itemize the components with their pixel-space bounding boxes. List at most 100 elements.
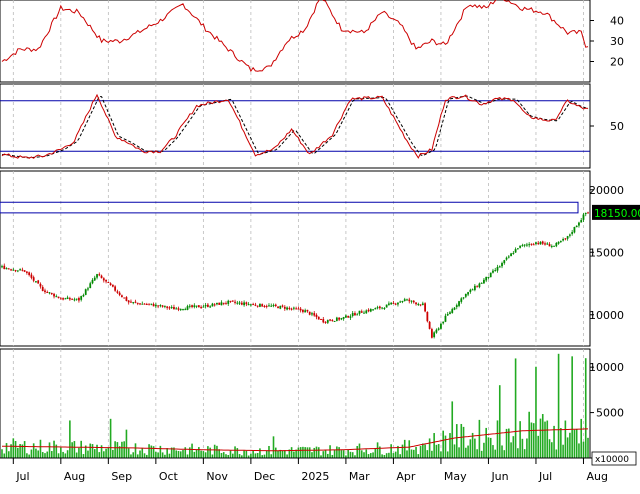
candle-body [401,301,404,303]
volume-bar [75,452,78,458]
volume-bar [127,448,130,458]
candle-body [394,303,397,305]
candle-body [116,291,119,293]
x-tick-label: Jun [490,470,508,483]
candle-body [363,312,365,314]
volume-bar [311,452,313,458]
y-tick-label-rsi: 20 [610,56,624,69]
candle-body [286,307,288,310]
candle-body [71,298,74,300]
volume-bar [566,437,569,458]
volume-bar [116,442,119,458]
volume-bar [227,454,230,458]
volume-bar [284,450,286,458]
volume-bar [390,444,392,458]
volume-bar [123,441,125,458]
volume-bar [535,366,537,458]
candle-body [498,266,501,268]
candle-body [516,248,519,250]
candle-body [311,313,313,315]
candle-body [66,297,69,299]
volume-bar [32,443,35,458]
volume-bar [306,447,309,458]
volume-bar [304,447,306,458]
volume-ma-line [2,428,588,452]
candle-body [399,301,402,303]
volume-bar [252,450,254,458]
candle-body [378,306,381,309]
candle-body [111,284,114,287]
candle-body [451,309,454,313]
candle-body [114,286,117,291]
candle-body [292,307,295,309]
candle-body [270,305,273,307]
volume-bar [354,455,356,458]
candle-body [157,305,160,307]
candle-body [127,300,130,303]
volume-bar [202,451,205,458]
volume-bar [279,449,282,458]
candle-body [152,304,155,307]
candle-body [46,291,49,293]
volume-bar [541,414,544,458]
panel-frame-volume [0,348,591,459]
y-tick-label-rsi: 40 [610,15,624,28]
candle-body [263,306,266,308]
volume-bar [494,449,497,458]
candle-body [98,274,101,276]
volume-bar [288,449,291,458]
candle-body [213,304,216,306]
y-tick-label-price: 20000 [589,184,624,197]
volume-bar [216,445,218,458]
candle-body [175,308,178,310]
candle-body [374,308,377,310]
candle-body [188,305,191,307]
candle-body [392,302,395,304]
candle-body [193,305,196,308]
volume-bar [161,452,164,458]
candle-body [254,304,257,306]
candle-body [23,270,26,272]
volume-bar [295,449,297,458]
candle-body [168,307,171,309]
volume-bar [93,449,96,458]
volume-bar [270,454,273,458]
candle-body [28,272,31,276]
candle-body [564,238,567,240]
volume-bar [548,439,551,458]
candle-body [390,302,393,305]
volume-bar [333,450,336,458]
candle-body [320,318,322,320]
candle-body [170,307,173,309]
volume-bar [340,450,343,458]
candle-body [100,275,103,279]
volume-bar [528,411,530,458]
candle-body [109,283,112,286]
volume-bar [66,450,69,458]
candle-body [526,244,528,246]
x-tick-label: Aug [64,470,85,483]
volume-bar [48,442,51,458]
volume-bar [478,419,481,458]
volume-bar [308,447,311,458]
candle-body [372,309,374,311]
volume-bar [351,452,354,458]
volume-bar [272,436,275,458]
candle-body [145,304,148,306]
candle-body [297,308,300,310]
volume-bar [7,451,10,458]
candle-body [510,253,512,257]
volume-bar [10,444,12,458]
volume-bar [442,430,444,458]
candle-body [566,236,569,239]
volume-bar [141,448,144,458]
candle-body [442,321,445,324]
volume-bar [514,358,517,458]
volume-bar [487,437,490,458]
candle-body [182,309,184,311]
volume-bar [496,420,499,458]
volume-bar [64,453,67,458]
candle-body [512,252,515,254]
candle-body [279,305,282,309]
volume-unit-box [591,451,637,466]
